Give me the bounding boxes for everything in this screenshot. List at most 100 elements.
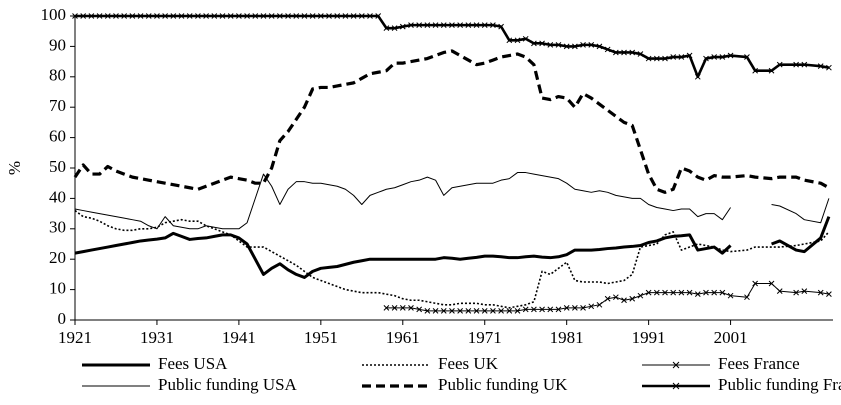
marker (416, 22, 423, 28)
marker (391, 304, 398, 311)
marker (817, 289, 824, 296)
marker (694, 291, 701, 298)
series-line (73, 49, 830, 194)
marker (629, 295, 636, 302)
marker (408, 304, 414, 311)
marker (572, 43, 578, 50)
y-tick-label: 60 (49, 127, 66, 146)
marker (260, 13, 267, 19)
y-tick-label: 70 (49, 96, 66, 115)
marker (539, 40, 545, 47)
marker (572, 304, 578, 311)
marker (547, 42, 554, 48)
marker (440, 22, 447, 28)
marker (522, 35, 529, 42)
y-tick-label: 80 (49, 66, 66, 85)
marker (801, 288, 808, 294)
marker (465, 308, 472, 314)
marker (604, 46, 611, 53)
marker (211, 13, 218, 19)
marker (514, 37, 521, 44)
y-tick-label: 40 (49, 187, 66, 206)
marker (645, 289, 652, 296)
marker (637, 51, 644, 57)
marker (383, 304, 390, 311)
marker (555, 306, 562, 313)
marker (637, 292, 644, 299)
legend-label: Fees UK (438, 354, 499, 373)
marker (522, 306, 529, 313)
legend-label: Fees USA (158, 354, 228, 373)
y-tick-label: 10 (49, 279, 66, 298)
marker (580, 304, 586, 311)
marker (547, 306, 554, 313)
marker (178, 13, 185, 19)
marker (457, 308, 463, 314)
marker (162, 13, 168, 19)
marker (227, 13, 234, 19)
marker (449, 308, 455, 314)
marker (662, 289, 668, 296)
marker (285, 13, 291, 19)
marker (416, 306, 423, 313)
marker (490, 308, 496, 314)
marker (317, 13, 324, 19)
marker (776, 288, 783, 294)
marker (768, 67, 775, 74)
marker (326, 13, 332, 19)
marker (244, 13, 250, 19)
marker (826, 291, 832, 298)
marker (268, 13, 275, 19)
marker (408, 22, 414, 28)
marker (776, 61, 783, 68)
marker (301, 13, 308, 19)
marker (203, 13, 209, 19)
marker (309, 13, 316, 19)
legend-label: Public funding France (718, 375, 841, 394)
marker (449, 22, 455, 28)
x-tick-label: 1941 (222, 328, 256, 347)
marker (506, 308, 513, 314)
legend-marker (672, 382, 680, 390)
legend-label: Public funding USA (158, 375, 298, 394)
marker (604, 295, 611, 302)
legend-label: Public funding UK (438, 375, 568, 394)
marker (621, 49, 627, 56)
y-tick-label: 0 (58, 309, 67, 328)
marker (154, 13, 160, 19)
marker (375, 13, 382, 19)
marker (686, 289, 693, 296)
marker (817, 63, 824, 70)
marker (432, 308, 439, 314)
marker (612, 294, 619, 301)
marker (186, 13, 193, 19)
marker (367, 13, 373, 19)
marker (744, 54, 750, 60)
marker (555, 42, 562, 48)
marker (596, 43, 603, 50)
marker (424, 308, 431, 314)
marker (711, 54, 718, 60)
marker (752, 67, 759, 74)
marker (195, 13, 201, 19)
marker (653, 55, 660, 62)
marker (473, 308, 480, 314)
marker (727, 52, 734, 59)
marker (481, 308, 488, 314)
marker (826, 64, 832, 71)
marker (236, 13, 242, 19)
marker (137, 13, 144, 19)
marker (719, 54, 726, 60)
series-line (74, 172, 830, 230)
marker (72, 13, 78, 19)
legend-label: Fees France (718, 354, 800, 373)
x-tick-label: 2001 (714, 328, 748, 347)
y-tick-label: 90 (49, 35, 66, 54)
marker (391, 25, 398, 32)
marker (121, 13, 128, 19)
marker (473, 22, 480, 28)
marker (104, 13, 111, 19)
marker (670, 54, 677, 60)
x-tick-label: 1921 (58, 328, 92, 347)
